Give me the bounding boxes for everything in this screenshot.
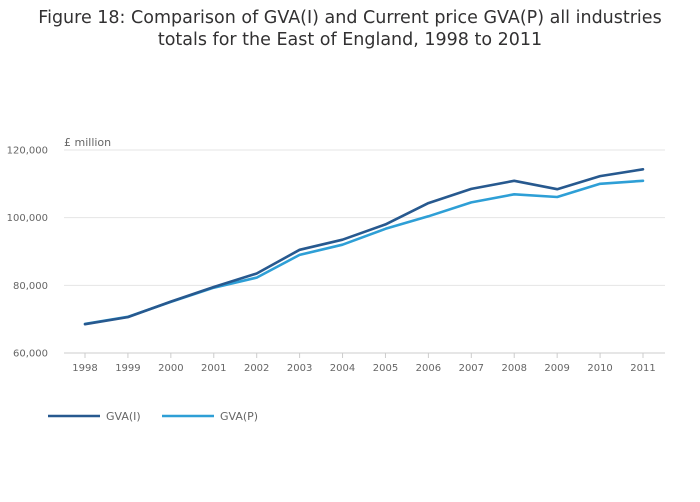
- x-tick-label: 2002: [244, 363, 269, 374]
- x-tick-label: 2005: [373, 363, 398, 374]
- x-tick-label: 2008: [502, 363, 527, 374]
- legend-label: GVA(P): [220, 410, 258, 423]
- y-tick-label: 120,000: [7, 146, 48, 157]
- x-tick-label: 2003: [287, 363, 312, 374]
- x-tick-label: 2001: [201, 363, 226, 374]
- y-tick-label: 60,000: [13, 349, 48, 360]
- y-axis-unit-label: £ million: [64, 136, 111, 149]
- x-tick-label: 2000: [158, 363, 183, 374]
- x-tick-label: 2007: [459, 363, 484, 374]
- chart-title-line-1: Figure 18: Comparison of GVA(I) and Curr…: [38, 8, 662, 28]
- series-line-gva-i: [83, 168, 645, 326]
- y-tick-label: 100,000: [7, 213, 48, 224]
- x-tick-label: 1999: [115, 363, 140, 374]
- legend-label: GVA(I): [106, 410, 141, 423]
- x-tick-label: 2009: [544, 363, 569, 374]
- x-tick-label: 2006: [416, 363, 441, 374]
- x-tick-label: 1998: [72, 363, 97, 374]
- x-tick-label: 2010: [587, 363, 612, 374]
- chart-title: Figure 18: Comparison of GVA(I) and Curr…: [0, 7, 700, 51]
- series-lines: [83, 168, 645, 326]
- y-tick-label: 80,000: [13, 281, 48, 292]
- chart-title-line-2: totals for the East of England, 1998 to …: [157, 30, 543, 50]
- gridlines: [64, 149, 665, 286]
- legend: GVA(I) GVA(P): [48, 410, 258, 423]
- axes: 60,000 80,000 100,000 120,000 £ million 1998 1…: [7, 136, 665, 374]
- x-tick-label: 2004: [330, 363, 355, 374]
- x-tick-label: 2011: [630, 363, 655, 374]
